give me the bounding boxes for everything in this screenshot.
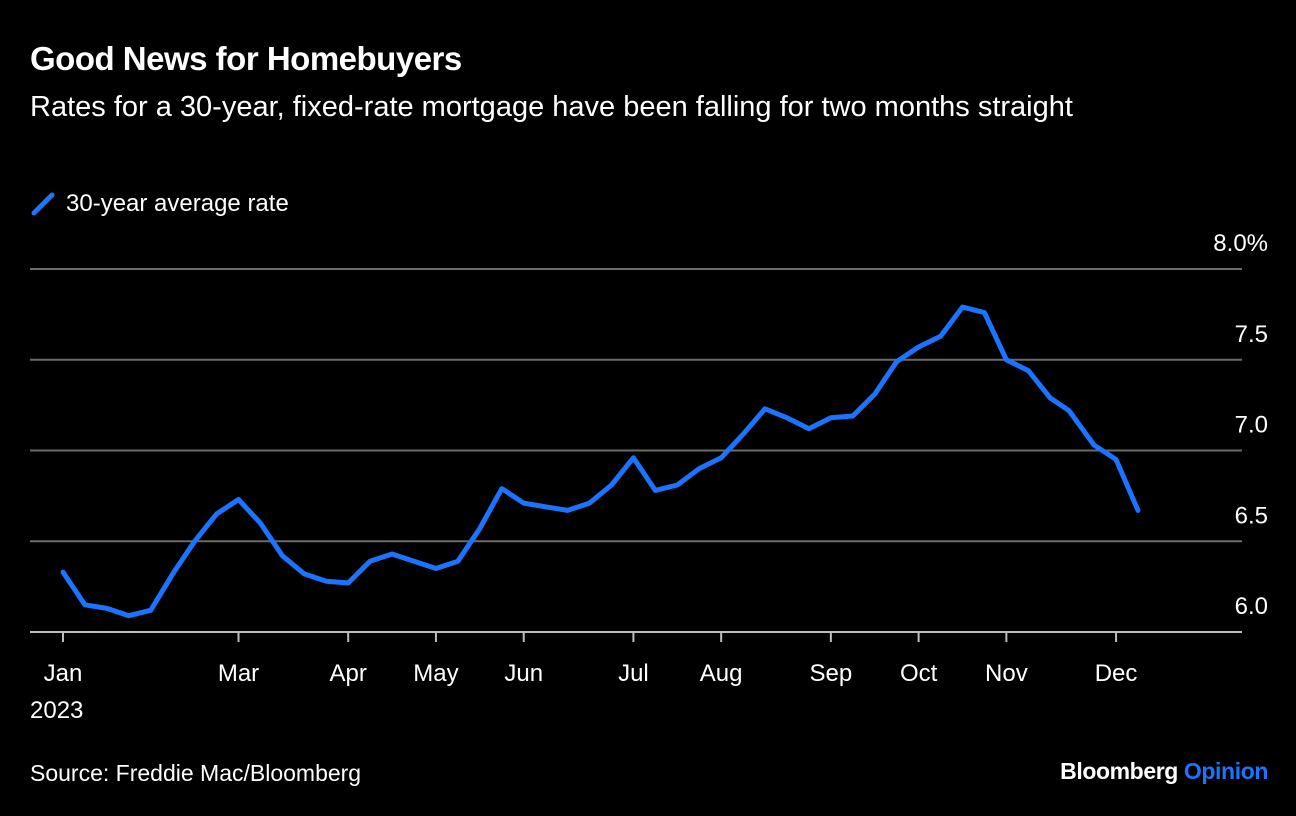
chart-title: Good News for Homebuyers [30, 40, 462, 77]
x-tick-label: Oct [900, 660, 938, 687]
x-tick-label: Sep [810, 660, 853, 687]
y-tick-label: 7.0 [1235, 412, 1268, 439]
legend-swatch-icon [31, 192, 55, 216]
x-tick-label: Aug [700, 660, 743, 687]
brand-accent: Opinion [1183, 758, 1268, 784]
x-tick-label: Jul [618, 660, 649, 687]
legend-label: 30-year average rate [66, 190, 289, 217]
y-tick-label: 8.0% [1213, 230, 1268, 257]
x-tick-label: Mar [218, 660, 259, 687]
series-line [60, 304, 1141, 619]
x-tick-label: Jun [504, 660, 543, 687]
x-tick-label: Apr [330, 660, 367, 687]
y-tick-label: 7.5 [1235, 321, 1268, 348]
brand-main: Bloomberg [1060, 758, 1178, 784]
x-tick-label: Jan [44, 660, 83, 687]
x-tick-label: Dec [1095, 660, 1138, 687]
x-tick-label: May [413, 660, 458, 687]
brand-logo: Bloomberg Opinion [1060, 758, 1268, 785]
x-tick-label: Nov [985, 660, 1028, 687]
y-tick-label: 6.5 [1235, 502, 1268, 529]
x-tick-sublabel: 2023 [30, 697, 83, 724]
legend: 30-year average rate [30, 190, 289, 218]
y-tick-label: 6.0 [1235, 593, 1268, 620]
source-note: Source: Freddie Mac/Bloomberg [30, 760, 362, 786]
chart-subtitle: Rates for a 30-year, fixed-rate mortgage… [30, 91, 1073, 123]
